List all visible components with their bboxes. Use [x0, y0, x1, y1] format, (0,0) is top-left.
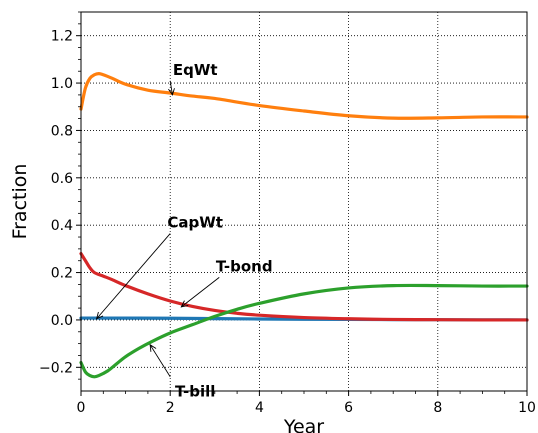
x-axis-label: Year — [283, 416, 324, 433]
ticks: 0 2 4 6 8 10 −0.2 0.0 0.2 0.4 0.6 0.8 1.0 1.2 — [39, 11, 536, 416]
y-tick-label: 1.0 — [51, 76, 73, 92]
y-tick-label: 0.0 — [51, 313, 73, 329]
x-tick-label: 6 — [344, 400, 353, 416]
annotation-arrow-capwt — [96, 233, 171, 320]
x-tick-label: 10 — [518, 400, 536, 416]
y-tick-label: −0.2 — [39, 360, 73, 376]
y-tick-label: 0.8 — [51, 123, 73, 139]
annotation-arrow-t-bond — [181, 277, 220, 308]
annotation-label-t-bond: T-bond — [216, 257, 273, 275]
x-tick-label: 8 — [433, 400, 442, 416]
annotation-arrowhead-capwt — [95, 311, 104, 320]
series-line-eqwt — [79, 71, 529, 120]
annotation-label-eqwt: EqWt — [173, 61, 218, 79]
y-tick-label: 0.6 — [51, 171, 73, 187]
annotation-arrow-t-bill — [149, 344, 171, 377]
annotation-arrowhead-t-bill — [149, 343, 157, 352]
x-tick-label: 0 — [77, 400, 86, 416]
series-lines — [79, 71, 529, 379]
plot-frame — [80, 11, 528, 392]
annotation-label-capwt: CapWt — [167, 214, 223, 232]
annotation-label-t-bill: T-bill — [175, 383, 215, 401]
series-line-t-bond — [79, 252, 529, 322]
y-axis-label: Fraction — [9, 164, 31, 240]
annotations: EqWt CapWt T-bond T-bill — [95, 61, 273, 401]
x-tick-label: 4 — [255, 400, 264, 416]
y-tick-label: 0.4 — [51, 218, 73, 234]
annotation-arrowhead-eqwt — [168, 88, 175, 96]
y-tick-label: 0.2 — [51, 266, 73, 282]
series-line-t-bill — [79, 283, 529, 379]
grid — [80, 12, 528, 391]
y-tick-label: 1.2 — [51, 29, 73, 45]
x-tick-label: 2 — [166, 400, 175, 416]
annotation-arrow-eqwt — [169, 80, 173, 95]
annotation-arrowhead-t-bond — [180, 300, 189, 308]
